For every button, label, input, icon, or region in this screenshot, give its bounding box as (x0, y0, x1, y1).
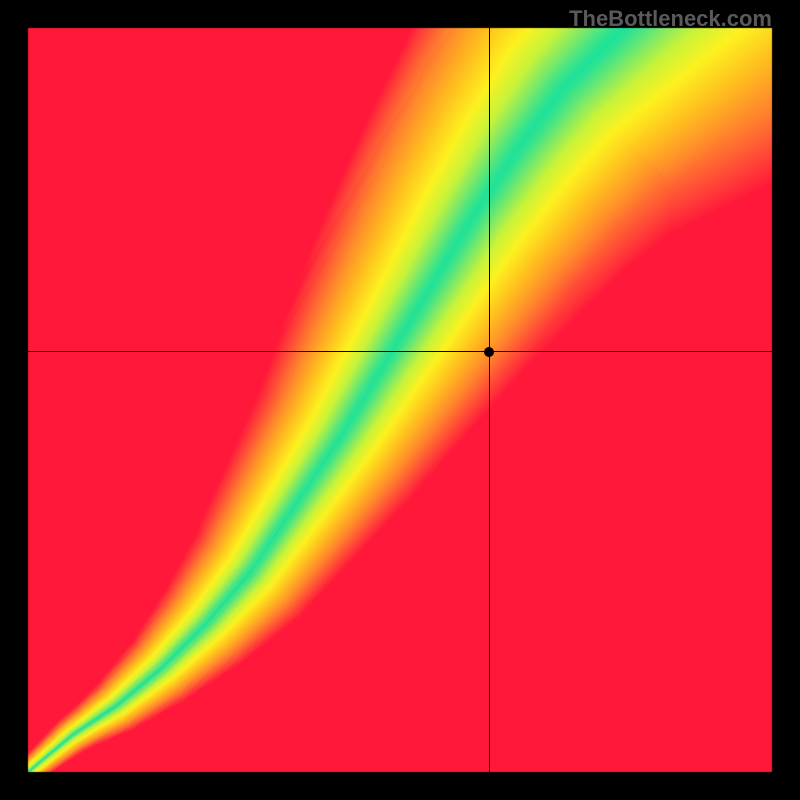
crosshair-marker (484, 347, 494, 357)
crosshair-horizontal (28, 351, 772, 352)
heatmap-canvas (0, 0, 800, 800)
watermark-text: TheBottleneck.com (569, 6, 772, 32)
crosshair-vertical (489, 28, 490, 772)
chart-container: { "meta": { "watermark_text": "TheBottle… (0, 0, 800, 800)
